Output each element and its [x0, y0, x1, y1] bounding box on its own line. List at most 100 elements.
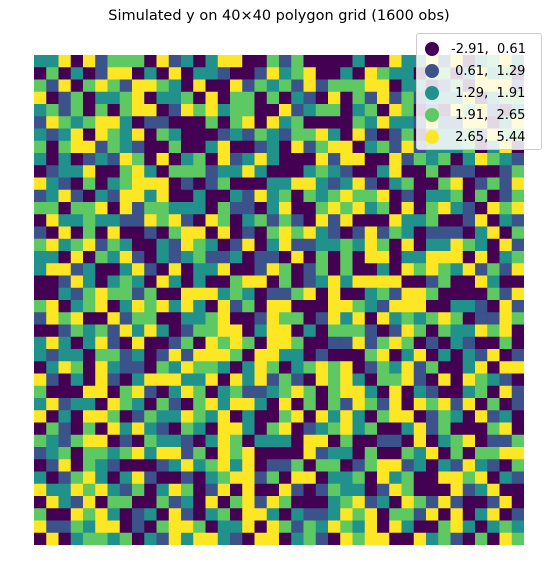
grid-cell: [303, 202, 317, 215]
grid-cell: [193, 153, 206, 166]
grid-cell: [487, 410, 500, 423]
grid-cell: [413, 422, 427, 436]
grid-cell: [95, 324, 108, 338]
grid-cell: [352, 496, 366, 509]
grid-cell: [352, 483, 366, 497]
grid-cell: [266, 373, 280, 387]
grid-cell: [132, 263, 145, 276]
grid-cell: [181, 238, 194, 252]
grid-cell: [450, 385, 464, 399]
grid-cell: [315, 226, 329, 240]
grid-cell: [389, 496, 402, 509]
grid-cell: [340, 226, 353, 240]
grid-cell: [328, 116, 341, 129]
grid-cell: [95, 104, 108, 117]
grid-cell: [511, 471, 524, 485]
grid-cell: [364, 55, 378, 68]
grid-cell: [156, 116, 170, 129]
grid-cell: [462, 153, 476, 166]
grid-cell: [58, 483, 72, 497]
grid-cell: [413, 373, 427, 387]
grid-cell: [426, 520, 439, 534]
legend-label: 2.65, 5.44: [451, 129, 526, 145]
grid-cell: [205, 434, 219, 448]
grid-cell: [328, 287, 341, 301]
grid-cell: [70, 104, 84, 117]
grid-cell: [144, 459, 157, 472]
grid-cell: [511, 483, 524, 497]
grid-cell: [438, 349, 451, 362]
grid-cell: [450, 520, 464, 534]
grid-cell: [34, 373, 47, 387]
grid-cell: [413, 508, 427, 521]
grid-cell: [475, 532, 488, 545]
grid-cell: [266, 496, 280, 509]
grid-cell: [34, 300, 47, 313]
grid-cell: [303, 300, 317, 313]
grid-cell: [144, 434, 157, 448]
grid-cell: [511, 263, 524, 276]
grid-cell: [511, 177, 524, 191]
grid-cell: [462, 349, 476, 362]
grid-cell: [389, 251, 402, 264]
grid-cell: [217, 459, 231, 472]
grid-cell: [156, 496, 170, 509]
grid-cell: [340, 104, 353, 117]
grid-cell: [475, 520, 488, 534]
grid-cell: [193, 128, 206, 142]
grid-cell: [58, 263, 72, 276]
grid-cell: [254, 91, 268, 105]
grid-cell: [328, 165, 341, 178]
grid-cell: [377, 67, 390, 80]
grid-cell: [168, 91, 182, 105]
grid-cell: [34, 410, 47, 423]
grid-cell: [389, 508, 402, 521]
grid-cell: [95, 336, 108, 350]
legend-label: 1.29, 1.91: [451, 85, 526, 101]
grid-cell: [58, 459, 72, 472]
grid-cell: [389, 153, 402, 166]
grid-cell: [487, 214, 500, 227]
grid-cell: [181, 385, 194, 399]
grid-cell: [107, 336, 121, 350]
grid-cell: [193, 300, 206, 313]
grid-cell: [83, 189, 96, 203]
grid-cell: [401, 238, 415, 252]
grid-cell: [70, 398, 84, 411]
grid-cell: [315, 275, 329, 289]
grid-cell: [132, 287, 145, 301]
grid-cell: [450, 349, 464, 362]
grid-cell: [291, 275, 304, 289]
grid-cell: [144, 312, 157, 325]
grid-cell: [156, 55, 170, 68]
grid-cell: [377, 79, 390, 93]
grid-cell: [291, 361, 304, 374]
grid-cell: [315, 91, 329, 105]
grid-cell: [107, 312, 121, 325]
grid-cell: [242, 422, 255, 436]
grid-cell: [217, 287, 231, 301]
grid-cell: [266, 55, 280, 68]
grid-cell: [156, 361, 170, 374]
grid-cell: [242, 189, 255, 203]
grid-cell: [462, 459, 476, 472]
grid-cell: [487, 251, 500, 264]
grid-cell: [279, 520, 292, 534]
grid-cell: [168, 336, 182, 350]
grid-cell: [450, 153, 464, 166]
grid-cell: [511, 508, 524, 521]
grid-cell: [107, 434, 121, 448]
grid-cell: [193, 336, 206, 350]
grid-cell: [58, 361, 72, 374]
grid-cell: [217, 410, 231, 423]
grid-cell: [168, 410, 182, 423]
grid-cell: [242, 532, 255, 545]
grid-cell: [58, 520, 72, 534]
grid-cell: [156, 189, 170, 203]
grid-cell: [181, 116, 194, 129]
grid-cell: [242, 385, 255, 399]
grid-cell: [107, 508, 121, 521]
grid-cell: [83, 104, 96, 117]
grid-cell: [352, 91, 366, 105]
grid-cell: [487, 422, 500, 436]
